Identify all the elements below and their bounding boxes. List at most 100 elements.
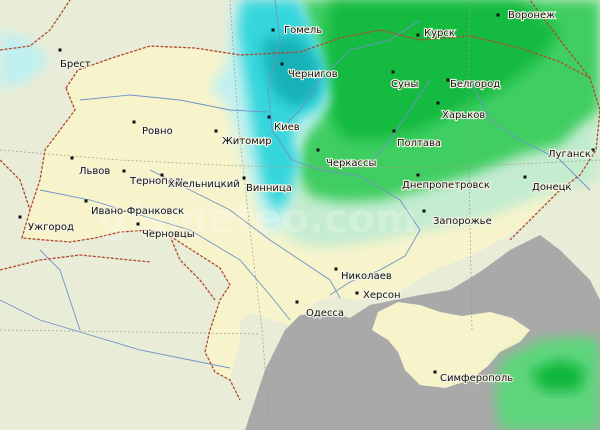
border-ukraine-west [21,87,241,401]
watermark: gismeteo.com [100,196,417,242]
city-marker: Ужгород [18,215,75,234]
city-label: Одесса [306,308,344,319]
rain-crimea-core [530,360,585,392]
river-dnieper [267,0,421,296]
city-dot [122,169,126,173]
city-label: Ужгород [28,222,74,233]
city-dot [334,267,338,271]
city-marker: Хмельницкий [160,173,241,191]
city-marker: Белгород [446,78,501,91]
city-label: Суны [391,79,418,90]
city-marker: Чернигов [280,62,339,81]
river-tisza [39,249,81,331]
city-label: Житомир [222,136,272,147]
city-label: Запорожье [433,216,492,227]
city-label: Винница [246,183,292,194]
border-romania [0,254,151,271]
city-label: Харьков [442,110,485,121]
city-marker: Донецк [523,175,573,194]
river-seversky-donets [469,79,591,191]
city-dot [132,120,136,124]
city-marker: Луганск [547,148,595,161]
city-label: Херсон [363,290,401,301]
city-label: Курск [424,28,455,39]
city-label: Ровно [142,126,173,137]
city-dot [271,28,275,32]
city-label: Ивано-Франковск [91,206,184,217]
city-marker: Харьков [436,101,486,122]
city-dot [84,199,88,203]
city-dot [58,48,62,52]
city-dot [242,176,246,180]
city-dot [436,101,440,105]
city-dot [496,13,500,17]
river-dniester [39,189,291,321]
city-dot [136,222,140,226]
city-marker: Николаев [334,267,393,283]
grid-line [0,149,600,169]
city-label: Тернополь [129,176,186,187]
grid-line [0,329,261,335]
city-dot [446,78,450,82]
rain-heavy-area [322,0,560,140]
grid-line [467,0,473,331]
city-marker: Одесса [295,300,345,320]
city-dot [355,291,359,295]
city-layer: Воронеж Гомель Курск Брест Чернигов Суны Белго… [18,9,595,385]
city-label: Киев [274,122,300,133]
city-dot [280,62,284,66]
city-marker: Черновцы [136,222,196,241]
city-label: Хмельницкий [168,179,240,190]
grid-line [229,0,271,430]
city-marker: Винница [242,176,293,195]
city-dot [160,173,164,177]
city-marker: Львов [70,156,112,178]
city-dot [214,129,218,133]
city-dot [416,173,420,177]
city-marker: Брест [58,48,92,71]
snow-light-west [0,30,50,90]
river-pripyat [79,94,269,113]
crimea [372,302,530,388]
city-label: Луганск [548,149,591,160]
city-marker: Полтава [392,129,442,150]
city-marker: Курск [416,27,456,40]
city-dot [70,156,74,160]
city-marker: Ивано-Франковск [84,199,185,218]
city-label: Полтава [397,138,441,149]
city-label: Донецк [532,182,571,193]
city-marker: Житомир [214,129,273,148]
border-ukraine [65,29,600,241]
city-marker: Киев [267,115,301,134]
city-label: Львов [79,166,110,177]
river-danube [0,299,231,369]
city-dot [18,215,22,219]
city-marker: Запорожье [422,209,493,228]
city-marker: Днепропетровск [401,173,491,192]
city-marker: Симферополь [433,370,514,385]
city-label: Черновцы [142,229,195,240]
city-label: Белгород [450,79,500,90]
city-marker: Тернополь [122,169,187,188]
city-marker: Воронеж [496,9,556,22]
city-dot [523,175,527,179]
city-dot [416,33,420,37]
river-psel [369,79,431,166]
border-poland-west [0,159,31,211]
city-dot [295,300,299,304]
city-dot [422,209,426,213]
river-desna [284,19,421,126]
city-label: Гомель [284,25,322,36]
city-marker: Суны [390,70,419,91]
city-dot [316,148,320,152]
city-marker: Херсон [355,289,402,302]
city-label: Воронеж [508,10,555,21]
city-label: Симферополь [440,373,513,384]
city-label: Чернигов [288,69,338,80]
city-label: Днепропетровск [402,180,490,191]
border-belarus-poland [0,0,71,51]
city-dot [591,148,595,152]
city-marker: Черкассы [316,148,378,170]
